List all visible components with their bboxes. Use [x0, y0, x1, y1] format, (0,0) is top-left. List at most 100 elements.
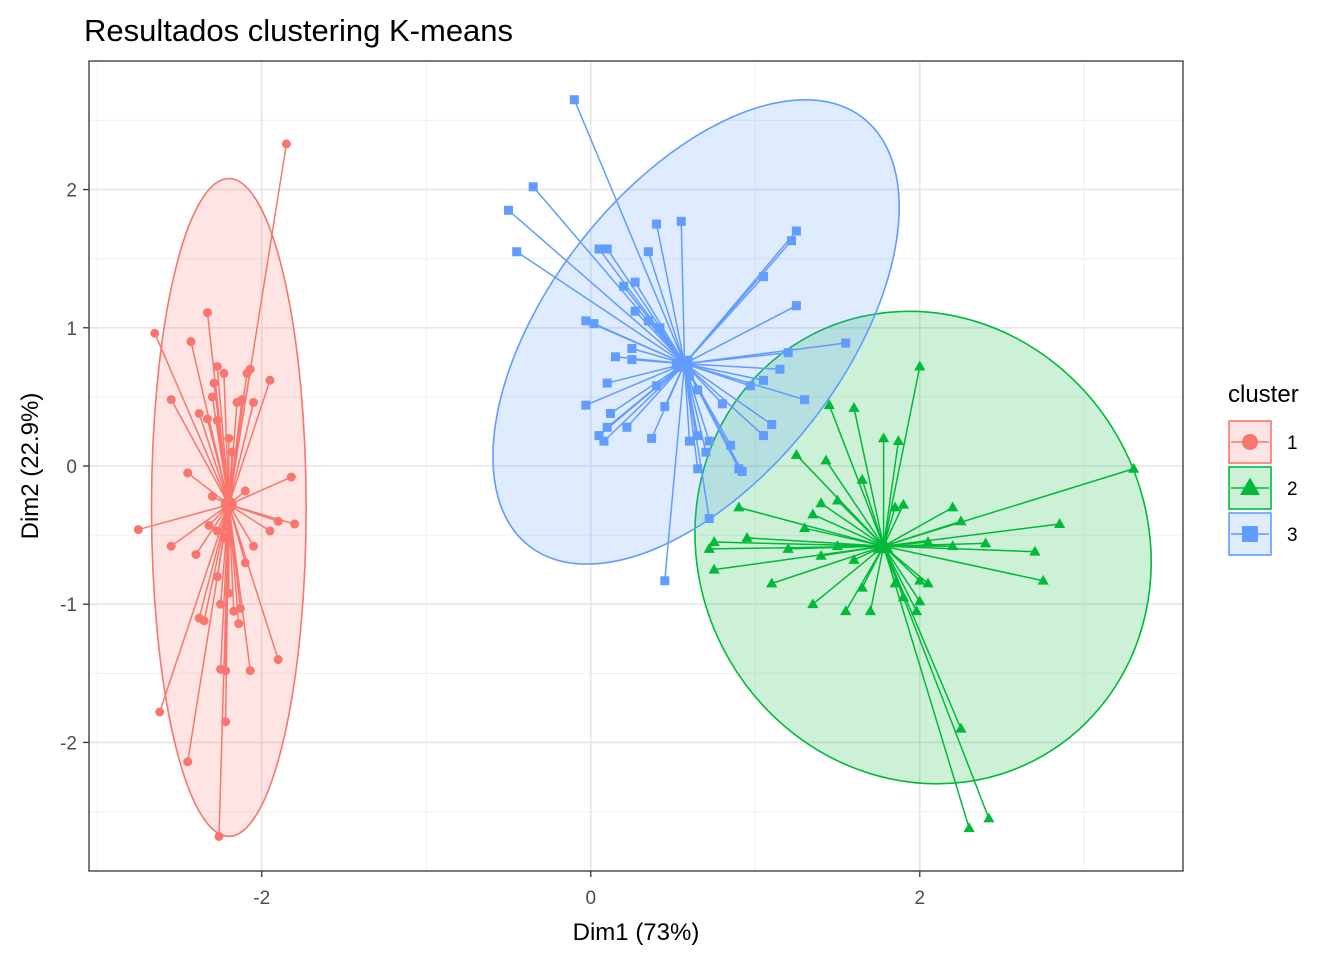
spoke-line-3	[650, 363, 686, 439]
spoke-line-2	[882, 545, 962, 729]
y-axis-ticks: -2 -1 0 1 2	[60, 181, 89, 754]
y-tick-label: 2	[66, 181, 77, 202]
data-point-3	[758, 431, 768, 441]
data-point-3	[569, 95, 579, 105]
spoke-line-1	[170, 504, 230, 547]
data-point-2	[955, 722, 967, 733]
spoke-line-1	[206, 418, 230, 505]
data-point-1	[273, 516, 283, 526]
data-point-2	[963, 822, 975, 833]
data-point-1	[212, 526, 222, 536]
data-point-2	[1128, 462, 1140, 473]
data-point-1	[166, 541, 176, 551]
data-point-3	[676, 216, 686, 226]
spoke-line-3	[684, 304, 797, 365]
data-point-1	[242, 368, 252, 378]
spoke-line-3	[680, 221, 686, 364]
spoke-line-3	[684, 363, 773, 426]
data-point-2	[889, 501, 901, 512]
data-point-3	[767, 420, 777, 430]
data-point-2	[892, 435, 905, 446]
spoke-line-1	[198, 504, 230, 619]
data-point-2	[914, 595, 926, 606]
data-point-3	[717, 399, 727, 409]
spoke-line-3	[593, 322, 685, 365]
data-point-1	[245, 666, 255, 676]
data-point-2	[790, 449, 803, 459]
data-point-3	[652, 381, 662, 391]
data-point-1	[133, 525, 143, 535]
data-point-2	[831, 540, 844, 551]
data-point-1	[155, 707, 165, 717]
data-point-3	[655, 323, 665, 333]
data-point-1	[219, 368, 229, 378]
data-point-3	[800, 395, 810, 405]
y-tick-label: -1	[60, 595, 77, 616]
legend-label-3: 3	[1287, 525, 1298, 546]
data-point-2	[815, 497, 827, 508]
spoke-line-2	[836, 500, 885, 547]
data-point-3	[630, 277, 640, 287]
data-point-3	[758, 272, 768, 282]
data-point-3	[581, 316, 591, 326]
data-point-2	[897, 591, 909, 602]
spoke-line-2	[812, 545, 885, 605]
data-point-2	[983, 812, 995, 823]
data-point-1	[212, 361, 222, 371]
data-point-3	[606, 408, 616, 418]
data-point-1	[290, 519, 300, 529]
spoke-line-3	[664, 363, 686, 581]
data-point-3	[512, 247, 522, 257]
grid-lines	[89, 61, 1183, 871]
spoke-line-1	[203, 504, 230, 621]
data-point-3	[841, 338, 851, 348]
data-point-1	[224, 433, 234, 443]
data-point-3	[602, 244, 612, 254]
data-point-1	[202, 308, 212, 318]
spoke-line-1	[216, 420, 230, 505]
spoke-line-1	[228, 504, 279, 660]
legend-key-marker-2	[1240, 477, 1260, 495]
spoke-line-3	[516, 251, 685, 365]
spoke-line-1	[228, 402, 255, 505]
data-point-3	[581, 400, 591, 410]
spoke-line-1	[154, 333, 230, 506]
spoke-line-3	[647, 251, 686, 364]
spoke-line-2	[738, 506, 884, 547]
data-point-1	[234, 619, 244, 629]
data-point-2	[914, 574, 926, 585]
spoke-line-2	[882, 545, 918, 612]
spoke-line-2	[853, 407, 885, 547]
data-point-2	[766, 577, 778, 588]
data-point-3	[627, 355, 637, 365]
data-point-2	[733, 501, 745, 512]
spoke-line-3	[683, 363, 743, 472]
data-point-1	[216, 599, 226, 609]
data-point-2	[856, 473, 868, 484]
x-tick-label: 0	[585, 888, 596, 909]
data-point-3	[726, 440, 736, 450]
spoke-line-2	[882, 545, 970, 829]
data-point-1	[249, 541, 259, 551]
data-point-3	[594, 431, 604, 441]
data-point-3	[652, 219, 662, 229]
data-point-3	[693, 431, 703, 441]
data-point-1	[207, 491, 217, 501]
data-point-3	[622, 422, 632, 432]
legend-label-1: 1	[1287, 433, 1298, 454]
data-point-1	[221, 666, 231, 676]
data-point-2	[831, 494, 844, 505]
data-point-3	[745, 381, 755, 391]
data-point-3	[599, 436, 609, 446]
data-point-3	[775, 364, 785, 374]
spoke-line-2	[771, 545, 884, 585]
spoke-line-2	[883, 506, 954, 547]
data-point-2	[708, 563, 720, 574]
data-point-1	[207, 392, 217, 402]
data-point-3	[660, 402, 670, 412]
spoke-line-3	[684, 362, 764, 382]
data-point-1	[191, 549, 201, 559]
legend-key-marker-3	[1242, 526, 1258, 542]
data-point-3	[791, 226, 801, 236]
data-point-3	[630, 306, 640, 316]
